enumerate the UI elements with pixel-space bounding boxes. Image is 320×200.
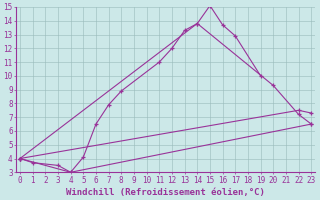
X-axis label: Windchill (Refroidissement éolien,°C): Windchill (Refroidissement éolien,°C) [66, 188, 265, 197]
